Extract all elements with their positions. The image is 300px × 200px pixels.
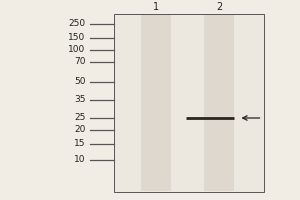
- Text: 20: 20: [74, 126, 85, 134]
- Bar: [114, 14, 264, 192]
- Text: 70: 70: [74, 58, 85, 66]
- Bar: [204, 15, 234, 191]
- Text: 250: 250: [68, 20, 86, 28]
- Text: 2: 2: [216, 2, 222, 12]
- Bar: [141, 15, 171, 191]
- Text: 15: 15: [74, 140, 85, 148]
- Text: 25: 25: [74, 114, 85, 122]
- Text: 10: 10: [74, 156, 85, 164]
- Text: 150: 150: [68, 33, 86, 43]
- Text: 35: 35: [74, 96, 85, 104]
- Text: 50: 50: [74, 77, 85, 86]
- Text: 100: 100: [68, 46, 86, 54]
- Text: 1: 1: [153, 2, 159, 12]
